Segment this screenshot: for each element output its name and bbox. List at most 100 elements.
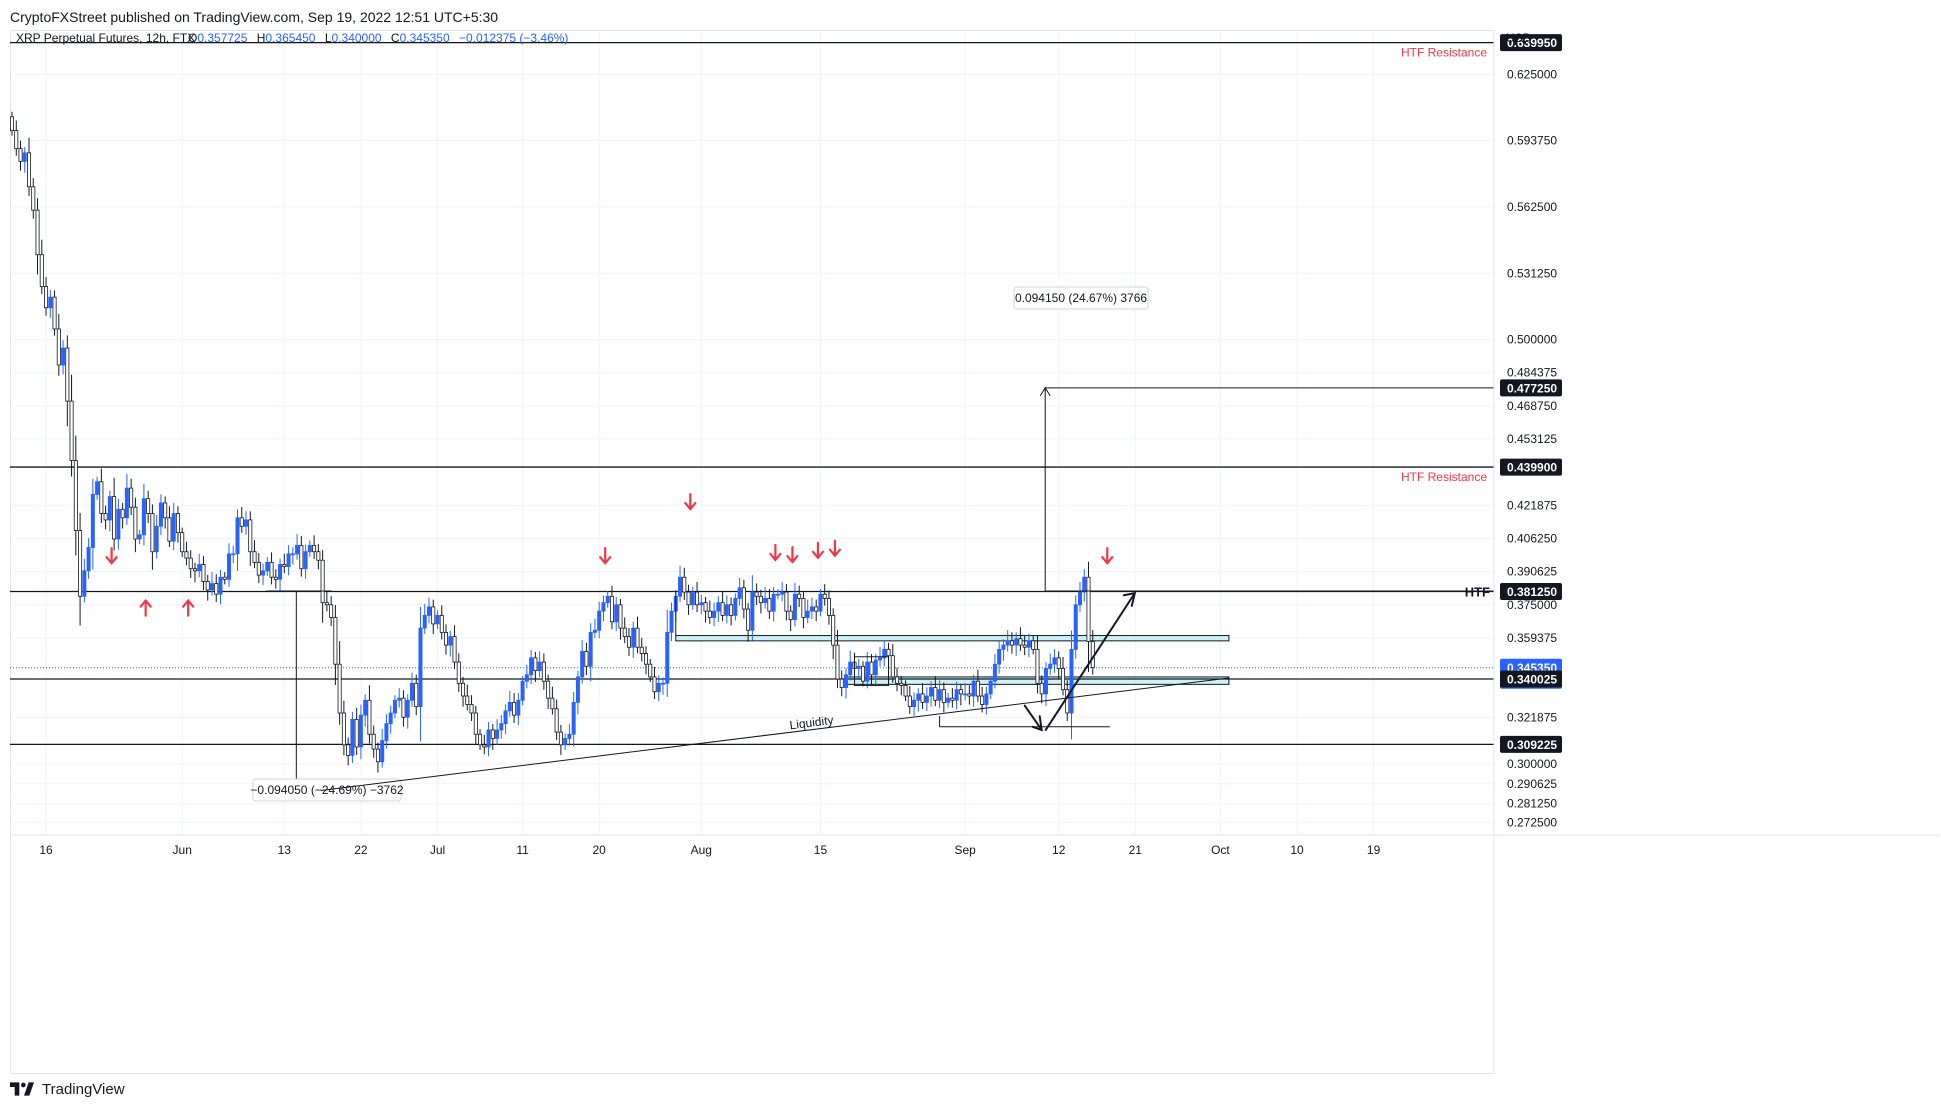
- candle-body: [839, 678, 844, 688]
- candle-body: [609, 595, 614, 623]
- currency-label: USD: [1506, 31, 1532, 45]
- candle-body: [303, 551, 308, 570]
- candle-body: [788, 610, 793, 621]
- candle-body: [146, 498, 151, 514]
- price-label-value: 0.639950: [1507, 36, 1557, 50]
- candle-body: [984, 693, 989, 705]
- candle-body: [197, 564, 202, 572]
- candle-body: [171, 513, 176, 542]
- candle-body: [873, 659, 878, 676]
- candle-body: [1069, 648, 1074, 714]
- price-tick-label: 0.375000: [1507, 598, 1557, 612]
- candle-body: [448, 636, 453, 646]
- candle-body: [256, 561, 261, 576]
- candle-body: [503, 710, 508, 725]
- candle-body: [933, 687, 938, 701]
- candle-body: [384, 723, 389, 741]
- htf-resistance-label: HTF Resistance: [1401, 470, 1487, 484]
- candle-body: [150, 513, 155, 553]
- candle-body: [52, 296, 57, 330]
- candle-body: [856, 665, 861, 669]
- price-label-box: [1500, 583, 1562, 601]
- candle-body: [435, 614, 440, 625]
- candle-body: [380, 740, 385, 763]
- price-tick-label: 0.531250: [1507, 266, 1557, 280]
- candle-body: [507, 701, 512, 712]
- candle-body: [563, 738, 568, 746]
- price-label-value: 0.309225: [1507, 738, 1557, 752]
- candle-body: [797, 593, 802, 599]
- candle-body: [822, 593, 827, 599]
- time-tick-label: 22: [354, 843, 368, 857]
- candle-body: [958, 689, 963, 695]
- candle-body: [520, 680, 525, 701]
- candle-body: [1022, 644, 1027, 648]
- candle-body: [516, 699, 521, 716]
- candle-layer: [10, 111, 1095, 773]
- candle-body: [754, 591, 759, 597]
- candle-body: [499, 723, 504, 731]
- price-label-box: [1500, 670, 1562, 688]
- candle-body: [941, 689, 946, 703]
- candle-body: [686, 591, 691, 606]
- candle-body: [954, 689, 959, 701]
- footer[interactable]: TradingView: [10, 1076, 125, 1102]
- candle-body: [541, 661, 546, 682]
- candle-body: [567, 733, 572, 739]
- candle-body: [1009, 640, 1014, 646]
- candle-body: [426, 606, 431, 616]
- candle-body: [358, 714, 363, 748]
- candle-body: [482, 744, 487, 748]
- candle-body: [1073, 604, 1078, 650]
- candle-body: [682, 576, 687, 593]
- candle-body: [18, 148, 23, 162]
- candle-body: [716, 602, 721, 612]
- candle-body: [626, 636, 631, 648]
- candle-body: [605, 595, 610, 604]
- candle-body: [814, 606, 819, 612]
- candle-body: [107, 496, 112, 521]
- candle-body: [1048, 663, 1053, 669]
- candle-body: [678, 576, 683, 597]
- candle-body: [69, 400, 74, 461]
- sell-arrow-icon: [828, 539, 842, 558]
- candle-body: [992, 663, 997, 682]
- sell-arrow-icon: [786, 545, 799, 564]
- candle-body: [120, 508, 125, 519]
- candle-body: [231, 553, 236, 556]
- candle-body: [750, 591, 755, 631]
- candle-body: [537, 661, 542, 671]
- candle-body: [1043, 668, 1048, 695]
- candle-body: [495, 729, 500, 739]
- candle-body: [775, 593, 780, 596]
- price-tick-label: 0.300000: [1507, 757, 1557, 771]
- price-tick-label: 0.500000: [1507, 333, 1557, 347]
- candle-body: [27, 152, 32, 188]
- price-label-box: [1500, 458, 1562, 476]
- candle-body: [439, 614, 444, 633]
- candle-body: [158, 502, 163, 527]
- legend-c-label: C: [391, 31, 400, 45]
- candle-body: [1005, 640, 1010, 646]
- candle-body: [912, 699, 917, 708]
- candle-body: [265, 561, 270, 572]
- candle-body: [401, 697, 406, 718]
- publisher-line: CryptoFXStreet published on TradingView.…: [10, 9, 499, 25]
- candle-body: [763, 598, 768, 604]
- measure-up-box: [1013, 286, 1149, 310]
- candle-body: [907, 695, 912, 708]
- candle-body: [473, 712, 478, 735]
- htf-resistance-label: HTF Resistance: [1401, 46, 1487, 60]
- candle-body: [278, 564, 283, 580]
- candle-body: [1031, 640, 1036, 650]
- measure-up-arrow-icon: [1039, 386, 1051, 591]
- candle-body: [1052, 657, 1057, 665]
- candle-body: [371, 733, 376, 750]
- time-tick-label: Jul: [430, 843, 445, 857]
- sell-arrow-icon: [811, 541, 825, 560]
- candle-body: [39, 254, 44, 287]
- range-box: [853, 656, 890, 686]
- candle-body: [167, 517, 172, 542]
